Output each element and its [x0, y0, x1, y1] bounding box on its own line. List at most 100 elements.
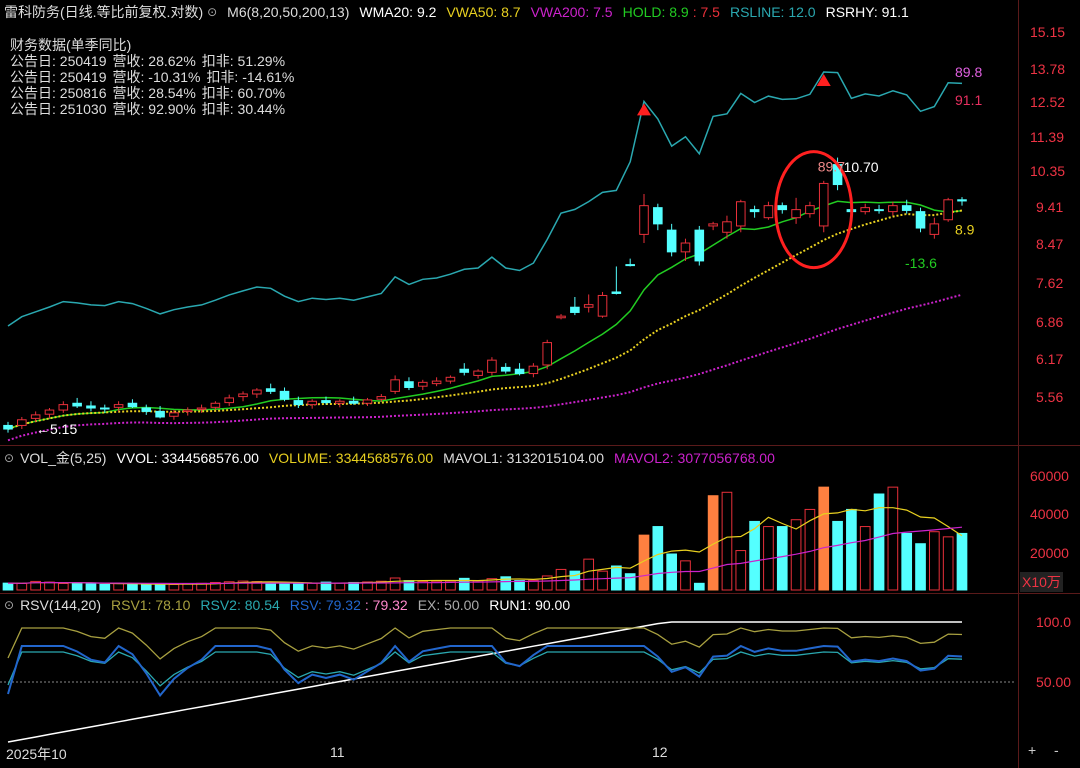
- volume-bar: [389, 577, 401, 591]
- finance-date: 公告日: 250419: [10, 69, 107, 85]
- rsv-line: [7, 644, 963, 698]
- candle-body: [279, 390, 290, 400]
- rsv-panel-header: ⊙ RSV(144,20) RSV1: 78.10 RSV2: 80.54 RS…: [0, 595, 570, 615]
- candle-body: [763, 205, 774, 219]
- volume-bar: [210, 581, 221, 591]
- low-price-label: ←5.15: [36, 421, 77, 437]
- candle-body: [293, 400, 304, 406]
- finance-revenue: 营收: 28.62%: [112, 53, 196, 69]
- price-tick: 6.17: [1036, 351, 1064, 367]
- candle-body: [929, 223, 940, 235]
- volume-rsv-divider[interactable]: [0, 593, 1080, 594]
- volume-bar: [942, 536, 954, 591]
- volume-bar: [403, 580, 415, 591]
- candle-body: [196, 407, 207, 410]
- mavol2-line: [7, 526, 963, 585]
- finance-heading: 财务数据(单季同比): [10, 37, 132, 53]
- volume-tick: 60000: [1030, 468, 1069, 484]
- candle-body: [86, 405, 96, 409]
- candle-body: [30, 414, 41, 419]
- candle-body: [777, 205, 788, 211]
- price-tick: 5.56: [1036, 389, 1064, 405]
- candle-body: [44, 409, 55, 415]
- volume-bar: [320, 581, 332, 591]
- finance-revenue: 营收: 92.90%: [112, 101, 196, 117]
- volume-bar: [514, 580, 525, 591]
- volume-bar: [721, 491, 733, 591]
- ma-indicator-label[interactable]: M6(8,20,50,200,13): [227, 4, 350, 20]
- volume-bar: [306, 582, 318, 591]
- dropdown-icon[interactable]: ⊙: [207, 5, 218, 19]
- stock-title[interactable]: 雷科防务(日线.等比前复权.对数): [4, 4, 204, 20]
- x-tick-label: 12: [652, 744, 668, 760]
- candle-body: [625, 264, 635, 267]
- volume-bar: [624, 573, 636, 591]
- run1-value: RUN1: 90.00: [489, 597, 571, 613]
- candle-body: [210, 402, 221, 408]
- volume-bar: [71, 582, 83, 591]
- finance-net: 扣非: 60.70%: [201, 85, 286, 101]
- ex-value: EX: 50.00: [417, 597, 480, 613]
- volume-bar: [859, 526, 871, 591]
- volume-bar: [749, 520, 760, 591]
- volume-bar: [44, 581, 55, 591]
- price-tick: 6.86: [1036, 314, 1064, 330]
- volume-bar: [99, 583, 111, 591]
- candle-body: [860, 207, 871, 213]
- volume-bar: [555, 568, 567, 591]
- candle-body: [749, 209, 760, 213]
- volume-bar: [652, 526, 664, 591]
- candle-body: [182, 409, 193, 412]
- vvol-value: VVOL: 3344568576.00: [116, 450, 259, 466]
- highlight-circle: [774, 150, 854, 270]
- volume-unit: X10万: [1020, 572, 1063, 592]
- candle-body: [874, 209, 884, 212]
- mavol2-value: MAVOL2: 3077056768.00: [614, 450, 775, 466]
- finance-revenue: 营收: 28.54%: [112, 85, 196, 101]
- rsv-tick: 100.0: [1036, 614, 1072, 630]
- candle-body: [113, 404, 124, 408]
- x-tick-label: 2025年10: [6, 746, 67, 762]
- dropdown-icon[interactable]: ⊙: [4, 451, 15, 465]
- candle-body: [943, 199, 953, 221]
- finance-row: 公告日: 250419 营收: 28.62% 扣非: 51.29%: [10, 53, 300, 69]
- price-tick: 10.35: [1030, 163, 1066, 179]
- candle-body: [362, 399, 373, 404]
- mavol1-line: [7, 507, 963, 585]
- price-volume-divider[interactable]: [0, 445, 1080, 446]
- candle-body: [155, 410, 165, 418]
- volume-bar: [265, 582, 277, 591]
- vwa200-value: VWA200: 7.5: [530, 4, 613, 20]
- volume-bar: [735, 550, 747, 591]
- rs-value-label: 91.1: [955, 92, 982, 108]
- rsv2-value: RSV2: 80.54: [200, 597, 280, 613]
- candle-body: [431, 380, 442, 385]
- volume-bar: [375, 580, 387, 591]
- finance-row: 公告日: 250419 营收: -10.31% 扣非: -14.61%: [10, 69, 300, 85]
- volume-bar: [707, 495, 719, 591]
- rsv-indicator-label[interactable]: RSV(144,20): [20, 597, 101, 613]
- volume-bar: [16, 582, 28, 591]
- dropdown-icon[interactable]: ⊙: [4, 598, 15, 612]
- finance-date: 公告日: 250419: [10, 53, 107, 69]
- zoom-in-button[interactable]: +: [1028, 742, 1037, 758]
- candle-body: [72, 402, 82, 407]
- volume-bar: [334, 582, 346, 591]
- candle-body: [404, 381, 414, 388]
- candle-body: [445, 376, 456, 382]
- zoom-out-button[interactable]: -: [1054, 742, 1059, 758]
- rsv-value: RSV: 79.32: [289, 597, 361, 613]
- candle-body: [99, 407, 110, 410]
- price-tick: 11.39: [1030, 129, 1064, 145]
- candle-body: [252, 389, 262, 395]
- rs-line: [7, 71, 963, 327]
- vwa50-line: [7, 209, 963, 430]
- wma-line: [7, 200, 963, 430]
- candle-body: [265, 388, 276, 392]
- volume-bar: [583, 558, 595, 591]
- volume-indicator-label[interactable]: VOL_金(5,25): [20, 450, 107, 466]
- candle-body: [570, 306, 580, 313]
- volume-bar: [458, 577, 470, 591]
- hold-label: 8.9: [955, 221, 975, 237]
